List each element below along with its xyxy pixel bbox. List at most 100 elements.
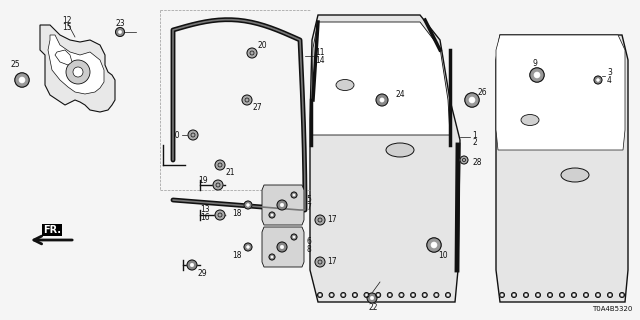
Circle shape: [277, 242, 287, 252]
Text: 18: 18: [232, 251, 242, 260]
Text: 1: 1: [472, 131, 477, 140]
Circle shape: [596, 79, 600, 81]
Text: 19: 19: [198, 175, 208, 185]
Circle shape: [469, 97, 475, 103]
Circle shape: [376, 94, 388, 106]
Circle shape: [269, 254, 275, 260]
Circle shape: [427, 238, 441, 252]
Circle shape: [319, 294, 321, 296]
Text: 6: 6: [306, 237, 311, 246]
Circle shape: [524, 292, 529, 298]
Circle shape: [573, 294, 575, 296]
Circle shape: [315, 215, 325, 225]
Text: 26: 26: [477, 87, 486, 97]
Text: 22: 22: [368, 303, 378, 313]
Text: 14: 14: [315, 55, 324, 65]
Circle shape: [242, 95, 252, 105]
Circle shape: [401, 294, 403, 296]
Circle shape: [501, 294, 503, 296]
Circle shape: [188, 130, 198, 140]
Circle shape: [277, 200, 287, 210]
Text: 5: 5: [306, 196, 311, 204]
Circle shape: [536, 292, 541, 298]
Circle shape: [353, 292, 357, 298]
Circle shape: [424, 294, 426, 296]
Circle shape: [435, 294, 437, 296]
Text: 29: 29: [197, 268, 207, 277]
Circle shape: [399, 292, 404, 298]
Circle shape: [19, 77, 25, 83]
Polygon shape: [48, 35, 104, 94]
Circle shape: [549, 294, 551, 296]
Circle shape: [387, 292, 392, 298]
Text: 18: 18: [232, 209, 242, 218]
Circle shape: [537, 294, 539, 296]
Text: 3: 3: [607, 68, 612, 76]
Ellipse shape: [561, 168, 589, 182]
Text: 17: 17: [327, 215, 337, 225]
Circle shape: [215, 210, 225, 220]
Circle shape: [244, 201, 252, 209]
Circle shape: [213, 180, 223, 190]
Text: 11: 11: [315, 47, 324, 57]
Circle shape: [621, 294, 623, 296]
Text: 21: 21: [225, 167, 234, 177]
Text: 13: 13: [200, 205, 210, 214]
Circle shape: [340, 292, 346, 298]
Circle shape: [511, 292, 516, 298]
Text: 20: 20: [170, 131, 180, 140]
Circle shape: [530, 68, 544, 82]
Polygon shape: [312, 22, 450, 135]
Circle shape: [66, 60, 90, 84]
Ellipse shape: [521, 115, 539, 125]
Ellipse shape: [386, 143, 414, 157]
Text: 24: 24: [395, 90, 404, 99]
Circle shape: [291, 192, 297, 198]
Circle shape: [534, 72, 540, 78]
Circle shape: [118, 30, 122, 34]
Circle shape: [367, 293, 377, 303]
Circle shape: [354, 294, 356, 296]
Polygon shape: [496, 35, 625, 150]
Circle shape: [371, 296, 374, 300]
Polygon shape: [310, 15, 460, 302]
Circle shape: [609, 294, 611, 296]
Polygon shape: [262, 227, 304, 267]
Text: 28: 28: [472, 157, 481, 166]
Circle shape: [460, 156, 468, 164]
Text: 15: 15: [62, 22, 72, 31]
Circle shape: [411, 292, 415, 298]
Circle shape: [365, 294, 367, 296]
Circle shape: [293, 194, 295, 196]
Circle shape: [422, 292, 428, 298]
Text: 8: 8: [306, 245, 311, 254]
Circle shape: [380, 98, 384, 102]
Circle shape: [559, 292, 564, 298]
Circle shape: [607, 292, 612, 298]
Text: FR.: FR.: [43, 225, 61, 235]
Circle shape: [271, 256, 273, 258]
Circle shape: [595, 292, 600, 298]
Circle shape: [434, 292, 439, 298]
Text: 20: 20: [257, 41, 267, 50]
Circle shape: [447, 294, 449, 296]
Circle shape: [547, 292, 552, 298]
Text: 16: 16: [200, 212, 210, 221]
Circle shape: [445, 292, 451, 298]
Circle shape: [364, 292, 369, 298]
Polygon shape: [40, 25, 115, 112]
Circle shape: [73, 67, 83, 77]
Circle shape: [280, 203, 284, 207]
Circle shape: [572, 292, 577, 298]
Circle shape: [280, 245, 284, 249]
Circle shape: [215, 160, 225, 170]
Text: 25: 25: [10, 60, 20, 68]
Circle shape: [561, 294, 563, 296]
Circle shape: [291, 234, 297, 240]
Circle shape: [246, 204, 250, 206]
Text: 7: 7: [306, 203, 311, 212]
Circle shape: [115, 28, 125, 36]
Circle shape: [247, 48, 257, 58]
Circle shape: [513, 294, 515, 296]
Circle shape: [269, 212, 275, 218]
